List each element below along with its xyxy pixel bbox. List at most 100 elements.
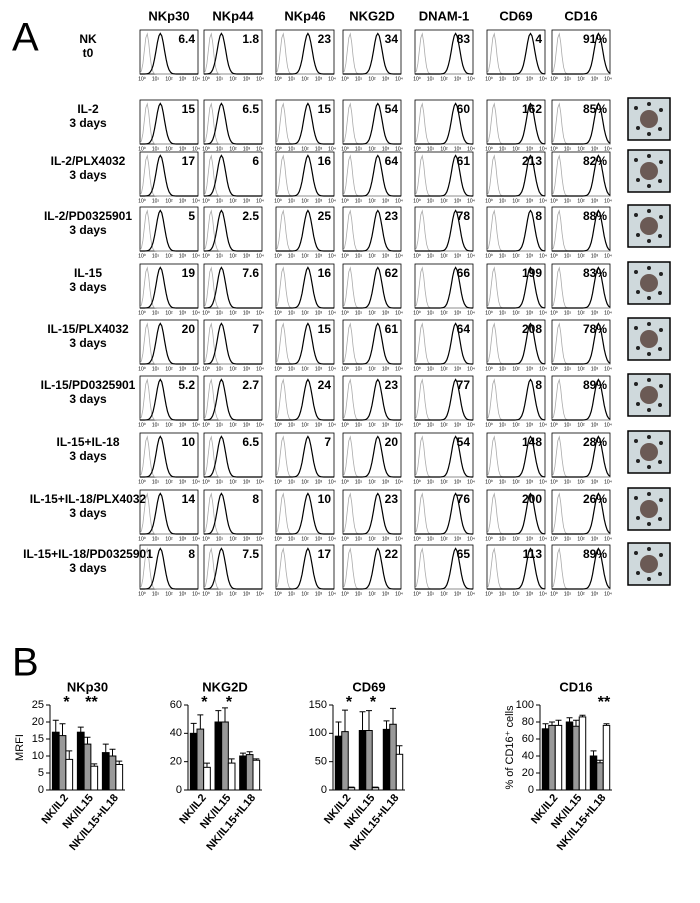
axis-tick: 10² xyxy=(301,198,309,204)
axis-tick: 10² xyxy=(440,591,448,597)
axis-tick: 10⁰ xyxy=(202,366,210,372)
axis-tick: 10¹ xyxy=(152,591,160,597)
mfi-value: 7 xyxy=(252,322,259,336)
axis-tick: 10⁴ xyxy=(328,536,336,542)
bar xyxy=(214,721,223,791)
axis-tick: 10⁴ xyxy=(395,146,403,152)
cell-dot xyxy=(647,378,651,382)
axis-tick: 10¹ xyxy=(427,366,435,372)
axis-tick: 10³ xyxy=(243,536,251,542)
bar xyxy=(65,758,74,791)
axis-tick: 10⁴ xyxy=(539,146,547,152)
cell-dot xyxy=(636,126,640,130)
axis-tick: 10⁴ xyxy=(256,479,264,485)
axis-tick: 10² xyxy=(440,76,448,82)
axis-tick: 10³ xyxy=(591,422,599,428)
stain-curve xyxy=(552,154,611,197)
axis-tick: 10⁰ xyxy=(202,253,210,259)
axis-tick: 10¹ xyxy=(288,253,296,259)
cell-dot xyxy=(634,270,638,274)
cell-dot xyxy=(634,326,638,330)
axis-tick: 10³ xyxy=(179,422,187,428)
control-curve xyxy=(414,547,473,590)
mfi-value: 76 xyxy=(457,492,471,506)
axis-tick: 10⁰ xyxy=(485,146,493,152)
cell-dot xyxy=(634,106,638,110)
error-bar xyxy=(59,723,66,736)
axis-tick: 10² xyxy=(512,366,520,372)
axis-tick: 10⁴ xyxy=(467,198,475,204)
axis-tick: 10² xyxy=(368,146,376,152)
y-tick-label: 60 xyxy=(522,733,534,745)
y-tick-label: 25 xyxy=(32,699,44,711)
histogram: 10⁰ 10¹ 10² 10³ 10⁴ 82% xyxy=(550,151,612,204)
cell-dot xyxy=(636,571,640,575)
mfi-value: 199 xyxy=(522,266,542,280)
mfi-value: 91% xyxy=(583,32,607,46)
cell-dot xyxy=(647,465,651,469)
axis-tick: 10¹ xyxy=(564,253,572,259)
stain-curve xyxy=(343,266,401,309)
mfi-value: 17 xyxy=(318,547,332,561)
row-label: IL-2/PLX4032 xyxy=(51,154,126,168)
axis-tick: 10³ xyxy=(591,536,599,542)
error-bar xyxy=(190,722,197,734)
control-curve xyxy=(414,492,473,535)
axis-tick: 10⁴ xyxy=(192,310,200,316)
histogram: 10⁰ 10¹ 10² 10³ 10⁴ 22 xyxy=(341,544,403,597)
error-bar xyxy=(109,748,116,756)
mfi-value: 83% xyxy=(583,266,607,280)
axis-tick: 10² xyxy=(165,253,173,259)
axis-tick: 10² xyxy=(229,146,237,152)
mfi-value: 77 xyxy=(457,378,471,392)
histogram: 10⁰ 10¹ 10² 10³ 10⁴ 8 xyxy=(138,544,200,597)
axis-tick: 10⁰ xyxy=(138,536,146,542)
stain-curve xyxy=(487,32,546,75)
axis-tick: 10⁴ xyxy=(539,253,547,259)
axis-tick: 10⁴ xyxy=(604,479,612,485)
bar xyxy=(83,743,92,791)
histogram: 10⁰ 10¹ 10² 10³ 10⁴ 24 xyxy=(274,375,336,428)
axis-tick: 10⁴ xyxy=(467,591,475,597)
axis-tick: 10³ xyxy=(179,479,187,485)
mfi-value: 88% xyxy=(583,209,607,223)
stain-curve xyxy=(343,154,401,197)
axis-tick: 10⁰ xyxy=(550,479,558,485)
cell-dot xyxy=(634,213,638,217)
stain-curve xyxy=(487,322,546,365)
histogram: 10⁰ 10¹ 10² 10³ 10⁴ 83 xyxy=(413,29,475,82)
axis-tick: 10³ xyxy=(526,591,534,597)
chart-title: NKp30 xyxy=(67,679,108,694)
histogram: 10⁰ 10¹ 10² 10³ 10⁴ 15 xyxy=(274,99,336,152)
colony-photo xyxy=(627,204,671,248)
histogram: 10⁰ 10¹ 10² 10³ 10⁴ 208 xyxy=(485,319,547,372)
histogram: 10⁰ 10¹ 10² 10³ 10⁴ 16 xyxy=(274,263,336,316)
stain-curve xyxy=(204,435,262,478)
control-curve xyxy=(414,435,473,478)
row-label: 3 days xyxy=(69,449,107,463)
axis-tick: 10⁴ xyxy=(328,591,336,597)
bar xyxy=(347,787,356,791)
axis-tick: 10⁰ xyxy=(138,198,146,204)
axis-tick: 10³ xyxy=(382,253,390,259)
bar xyxy=(239,755,247,791)
histogram: 10⁰ 10¹ 10² 10³ 10⁴ 199 xyxy=(485,263,547,316)
axis-tick: 10⁴ xyxy=(467,479,475,485)
axis-tick: 10³ xyxy=(179,198,187,204)
significance: ** xyxy=(598,694,611,711)
mfi-value: 28% xyxy=(583,435,607,449)
histogram: 10⁰ 10¹ 10² 10³ 10⁴ 6.4 xyxy=(138,29,200,82)
stain-curve xyxy=(140,32,198,75)
axis-tick: 10⁰ xyxy=(274,310,282,316)
axis-tick: 10³ xyxy=(526,198,534,204)
axis-tick: 10³ xyxy=(179,366,187,372)
axis-tick: 10¹ xyxy=(499,146,507,152)
histogram: 10⁰ 10¹ 10² 10³ 10⁴ 14 xyxy=(138,489,200,542)
axis-tick: 10¹ xyxy=(216,146,224,152)
histogram: 10⁰ 10¹ 10² 10³ 10⁴ 10 xyxy=(274,489,336,542)
axis-tick: 10⁰ xyxy=(550,146,558,152)
y-tick-label: 5 xyxy=(38,767,44,779)
cell-dot xyxy=(636,178,640,182)
histogram: 10⁰ 10¹ 10² 10³ 10⁴ 34 xyxy=(341,29,403,82)
stain-curve xyxy=(552,266,611,309)
